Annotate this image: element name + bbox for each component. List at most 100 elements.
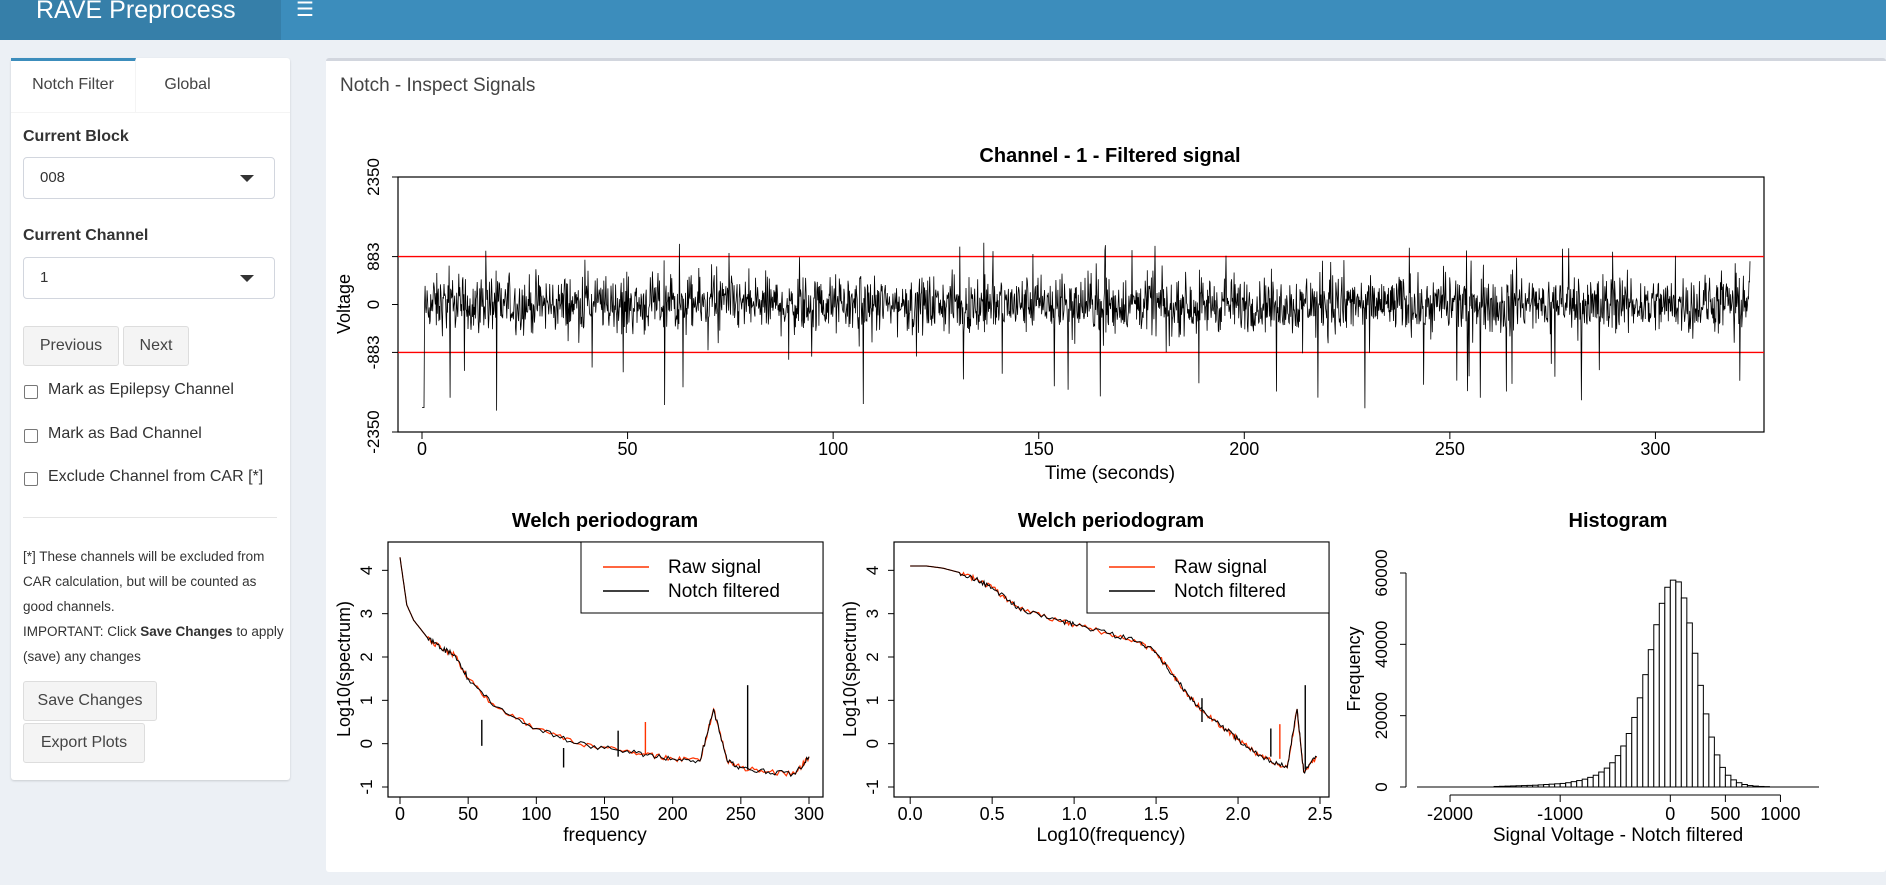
histogram-bar bbox=[1686, 622, 1693, 788]
histogram-bar bbox=[1713, 754, 1721, 788]
tab-global[interactable]: Global bbox=[164, 76, 211, 93]
histogram-bar bbox=[1697, 684, 1704, 788]
exclude-car-checkbox[interactable] bbox=[24, 472, 38, 486]
y-tick-label: 1 bbox=[863, 696, 882, 705]
x-tick-label: 2.5 bbox=[1307, 804, 1332, 824]
y-axis-label: Log10(spectrum) bbox=[840, 601, 860, 737]
histogram-bar bbox=[1565, 782, 1572, 788]
legend-box bbox=[580, 541, 824, 614]
x-tick-label: 1.0 bbox=[1062, 804, 1087, 824]
histogram-bar bbox=[1664, 586, 1671, 788]
tab-notch-filter[interactable]: Notch Filter bbox=[11, 58, 136, 112]
y-axis-label: Frequency bbox=[1344, 626, 1364, 711]
bad-channel-checkbox-label: Mark as Bad Channel bbox=[48, 425, 202, 442]
histogram-bar bbox=[1603, 767, 1611, 788]
x-tick-label: 50 bbox=[618, 439, 638, 459]
top-navbar: RAVE Preprocess ☰ bbox=[0, 0, 1886, 40]
x-axis-label: Signal Voltage - Notch filtered bbox=[1493, 825, 1743, 846]
exclude-car-checkbox-label: Exclude Channel from CAR [*] bbox=[48, 468, 264, 485]
x-tick-label: 0 bbox=[395, 804, 405, 824]
histogram-chart: Histogram Frequency Signal Voltage - Not… bbox=[1344, 510, 1819, 846]
histogram-bar bbox=[1724, 774, 1732, 788]
signal-chart: Channel - 1 - Filtered signal Voltage Ti… bbox=[334, 145, 1765, 484]
chart-title: Welch periodogram bbox=[1018, 510, 1204, 532]
current-channel-value: 1 bbox=[40, 269, 49, 286]
histogram-bar bbox=[1702, 713, 1710, 788]
main-box: Notch - Inspect Signals Channel - 1 - Fi… bbox=[326, 58, 1886, 872]
histogram-bar bbox=[1658, 602, 1666, 788]
x-axis-label: frequency bbox=[563, 825, 647, 846]
x-tick-label: 500 bbox=[1710, 804, 1740, 824]
histogram-bar bbox=[1669, 579, 1677, 788]
x-tick-label: 2.0 bbox=[1226, 804, 1251, 824]
x-tick-label: 150 bbox=[589, 804, 619, 824]
x-tick-label: 1000 bbox=[1760, 804, 1800, 824]
current-channel-select[interactable]: 1 bbox=[23, 257, 275, 299]
x-tick-label: 1.5 bbox=[1144, 804, 1169, 824]
histogram-bar bbox=[1609, 762, 1616, 788]
y-tick-label: 2 bbox=[863, 652, 882, 661]
histogram-bar bbox=[1675, 581, 1682, 788]
y-tick-label: 0 bbox=[863, 739, 882, 748]
next-button[interactable]: Next bbox=[123, 326, 189, 366]
y-tick-label: 4 bbox=[357, 566, 376, 575]
export-plots-button[interactable]: Export Plots bbox=[23, 723, 145, 763]
x-tick-label: -1000 bbox=[1537, 804, 1583, 824]
x-tick-label: 100 bbox=[521, 804, 551, 824]
epilepsy-checkbox-label: Mark as Epilepsy Channel bbox=[48, 381, 234, 398]
y-tick-label: 0 bbox=[1372, 782, 1391, 791]
x-tick-label: 50 bbox=[458, 804, 478, 824]
x-tick-label: 250 bbox=[726, 804, 756, 824]
histogram-bar bbox=[1735, 782, 1743, 788]
app-brand[interactable]: RAVE Preprocess bbox=[0, 0, 281, 40]
histogram-bar bbox=[1636, 697, 1644, 788]
histogram-bar bbox=[1625, 733, 1633, 788]
y-tick-label: -883 bbox=[364, 335, 383, 369]
y-tick-label: 4 bbox=[863, 566, 882, 575]
histogram-bar bbox=[1614, 755, 1622, 788]
y-tick-label: 20000 bbox=[1372, 692, 1391, 739]
current-channel-label: Current Channel bbox=[23, 227, 149, 244]
y-tick-label: 0 bbox=[357, 739, 376, 748]
x-axis-label: Time (seconds) bbox=[1045, 463, 1175, 484]
signal-trace bbox=[422, 242, 1751, 411]
histogram-bar bbox=[1719, 766, 1726, 788]
epilepsy-checkbox[interactable] bbox=[24, 385, 38, 399]
x-tick-label: 0 bbox=[417, 439, 427, 459]
current-block-value: 008 bbox=[40, 169, 66, 186]
current-block-label: Current Block bbox=[23, 128, 129, 145]
chevron-down-icon bbox=[240, 275, 254, 282]
x-axis-label: Log10(frequency) bbox=[1037, 825, 1186, 846]
histogram-bar bbox=[1559, 782, 1567, 788]
histogram-bar bbox=[1647, 649, 1655, 788]
x-tick-label: 0 bbox=[1665, 804, 1675, 824]
tab-bar: Notch Filter Global bbox=[11, 58, 290, 113]
box-title: Notch - Inspect Signals bbox=[340, 75, 536, 96]
x-tick-label: 300 bbox=[794, 804, 824, 824]
periodogram-chart-linear: Welch periodogram Log10(spectrum) freque… bbox=[334, 510, 824, 846]
legend-label-raw: Raw signal bbox=[1174, 557, 1267, 578]
x-tick-label: -2000 bbox=[1427, 804, 1473, 824]
histogram-bar bbox=[1730, 779, 1737, 788]
x-tick-label: 250 bbox=[1435, 439, 1465, 459]
histogram-bar bbox=[1691, 652, 1699, 788]
legend-label-notch: Notch filtered bbox=[1174, 581, 1286, 602]
divider bbox=[23, 517, 277, 518]
save-changes-button[interactable]: Save Changes bbox=[23, 681, 157, 721]
legend-label-raw: Raw signal bbox=[668, 557, 761, 578]
series-line-notch-filtered bbox=[910, 565, 1317, 774]
sidebar-panel: Notch Filter Global Current Block 008 Cu… bbox=[11, 58, 290, 780]
legend-box bbox=[1086, 541, 1330, 614]
hamburger-icon[interactable]: ☰ bbox=[296, 0, 314, 21]
y-tick-label: 1 bbox=[357, 696, 376, 705]
note-important-prefix: IMPORTANT: Click bbox=[23, 624, 141, 639]
histogram-bar bbox=[1708, 736, 1715, 788]
x-tick-label: 0.5 bbox=[980, 804, 1005, 824]
current-block-select[interactable]: 008 bbox=[23, 157, 275, 199]
chart-title: Histogram bbox=[1569, 510, 1668, 532]
bad-channel-checkbox[interactable] bbox=[24, 429, 38, 443]
previous-button[interactable]: Previous bbox=[23, 326, 119, 366]
note-important-bold: Save Changes bbox=[140, 624, 233, 639]
histogram-bar bbox=[1631, 716, 1638, 788]
y-axis-label: Voltage bbox=[334, 274, 354, 334]
